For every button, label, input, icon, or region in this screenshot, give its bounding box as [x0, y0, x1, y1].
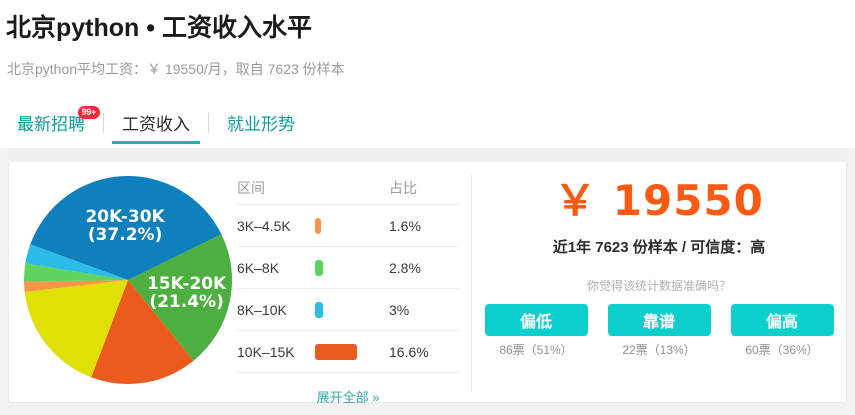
cell-bar — [315, 217, 385, 234]
tab-divider — [208, 113, 209, 133]
sample-info-text: 近1年 7623 份样本 / 可信度：高 — [552, 239, 766, 256]
cell-bar — [315, 259, 385, 276]
cell-range: 6K–8K — [237, 259, 280, 276]
vertical-divider — [471, 174, 472, 392]
table-header-row: 区间 占比 — [237, 172, 459, 205]
cell-percent: 16.6% — [389, 343, 429, 360]
expand-all-link[interactable]: 展开全部 » — [316, 390, 380, 405]
column-header-range: 区间 — [237, 180, 265, 196]
background-strip-top — [0, 148, 855, 160]
tab-salary-income[interactable]: 工资收入 — [104, 115, 208, 144]
background-strip-right — [847, 148, 855, 415]
cell-percent: 3% — [389, 301, 410, 318]
page-title: 北京python • 工资收入水平 — [6, 14, 312, 42]
background-strip-left — [0, 148, 8, 415]
tab-label: 就业形势 — [227, 115, 295, 134]
pie-slice-label: (37.2%) — [88, 225, 163, 245]
tab-latest-jobs[interactable]: 最新招聘 99+ — [0, 106, 103, 144]
column-header-percent: 占比 — [389, 180, 417, 196]
pie-slice[interactable] — [128, 234, 233, 361]
vote-count-accurate: 22票（13%） — [622, 343, 696, 357]
pie-slice[interactable] — [91, 280, 194, 385]
cell-range: 10K–15K — [237, 343, 295, 360]
tab-divider — [103, 113, 104, 133]
average-salary-value: ￥ 19550 — [554, 176, 764, 225]
bar-indicator — [315, 217, 321, 234]
vote-count-high: 60票（36%） — [745, 343, 819, 357]
tab-label: 最新招聘 — [17, 115, 85, 134]
background-strip-bottom — [0, 403, 855, 415]
pie-svg: 20K-30K(37.2%) 15K-20K(21.4%) — [23, 175, 233, 385]
vote-button-accurate[interactable]: 靠谱 — [607, 304, 711, 336]
pie-slice[interactable] — [23, 263, 128, 282]
table-row[interactable]: 8K–10K 3% — [237, 289, 459, 331]
pie-slice[interactable] — [24, 280, 128, 293]
pie-slice-label: (21.4%) — [149, 292, 224, 312]
vote-button-high[interactable]: 偏高 — [730, 304, 834, 336]
vote-button-low[interactable]: 偏低 — [484, 304, 588, 336]
accuracy-question: 你觉得该统计数据准确吗？ — [586, 279, 731, 293]
pie-slice-label: 20K-30K — [85, 207, 165, 227]
vote-group: 偏低 86票（51%） 靠谱 22票（13%） 偏高 60票（36%） — [472, 304, 846, 358]
salary-summary-panel: ￥ 19550 近1年 7623 份样本 / 可信度：高 你觉得该统计数据准确吗… — [472, 162, 846, 403]
bar-indicator — [315, 301, 323, 318]
vote-option-high: 偏高 60票（36%） — [730, 304, 834, 358]
table-row[interactable]: 6K–8K 2.8% — [237, 247, 459, 289]
vote-count-low: 86票（51%） — [499, 343, 573, 357]
cell-range: 3K–4.5K — [237, 217, 291, 234]
pie-slice[interactable] — [24, 280, 128, 378]
pie-slice[interactable] — [25, 244, 128, 280]
cell-range: 8K–10K — [237, 301, 287, 318]
cell-bar — [315, 343, 385, 360]
pie-slice-label: 15K-20K — [147, 274, 227, 294]
page-subtitle: 北京python平均工资：￥ 19550/月，取自 7623 份样本 — [7, 61, 345, 77]
salary-card: 20K-30K (37.2%) 15K-20K (21.4%) 区间 占比 3K–4.… — [8, 160, 847, 406]
bar-indicator — [315, 343, 357, 360]
cell-bar — [315, 301, 385, 318]
table-row[interactable]: 3K–4.5K 1.6% — [237, 205, 459, 247]
salary-distribution-table: 区间 占比 3K–4.5K 1.6% 6K–8K 2.8% 8K–10K — [237, 172, 459, 406]
notification-badge: 99+ — [77, 106, 100, 119]
vote-option-accurate: 靠谱 22票（13%） — [607, 304, 711, 358]
bar-indicator — [315, 259, 323, 276]
tab-employment-outlook[interactable]: 就业形势 — [209, 115, 313, 144]
cell-percent: 2.8% — [389, 259, 421, 276]
vote-option-low: 偏低 86票（51%） — [484, 304, 588, 358]
table-row[interactable]: 10K–15K 16.6% — [237, 331, 459, 373]
pie-slice[interactable] — [30, 175, 222, 280]
salary-pie-chart: 20K-30K (37.2%) 15K-20K (21.4%) — [21, 172, 236, 394]
tab-label: 工资收入 — [122, 115, 190, 134]
tab-bar: 最新招聘 99+ 工资收入 就业形势 — [0, 104, 313, 144]
cell-percent: 1.6% — [389, 217, 421, 234]
